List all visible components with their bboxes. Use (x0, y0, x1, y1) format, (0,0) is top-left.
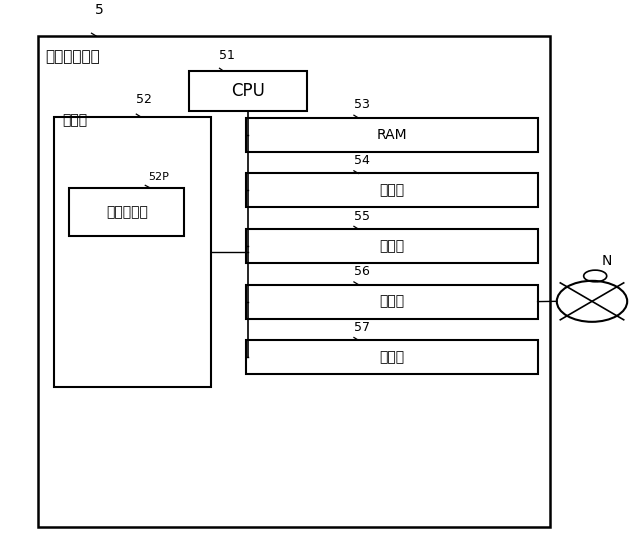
Text: 54: 54 (354, 154, 369, 167)
Bar (246, 285, 538, 319)
Text: 56: 56 (354, 265, 369, 278)
Text: RAM: RAM (377, 128, 407, 142)
Text: 入力部: 入力部 (380, 184, 404, 198)
Bar (69, 188, 184, 236)
Text: 51: 51 (220, 49, 235, 62)
Bar (246, 173, 538, 207)
Bar (246, 340, 538, 374)
Text: 55: 55 (353, 210, 370, 223)
Text: 5: 5 (95, 3, 104, 17)
Bar (246, 229, 538, 263)
Text: プログラム: プログラム (106, 205, 148, 219)
Text: 携帯端末装置: 携帯端末装置 (45, 49, 100, 65)
Text: 受信部: 受信部 (380, 350, 404, 364)
Text: N: N (602, 254, 612, 268)
Text: 57: 57 (353, 321, 370, 334)
Bar (54, 117, 211, 387)
Text: 表示部: 表示部 (380, 239, 404, 253)
Text: 52: 52 (136, 93, 152, 106)
Text: 53: 53 (354, 98, 369, 111)
Bar (38, 36, 550, 527)
Bar (246, 118, 538, 152)
Text: 記憶部: 記憶部 (63, 113, 88, 128)
Text: CPU: CPU (231, 82, 265, 100)
Text: 通信部: 通信部 (380, 295, 404, 308)
Bar (189, 71, 307, 111)
Text: 52P: 52P (148, 172, 170, 181)
